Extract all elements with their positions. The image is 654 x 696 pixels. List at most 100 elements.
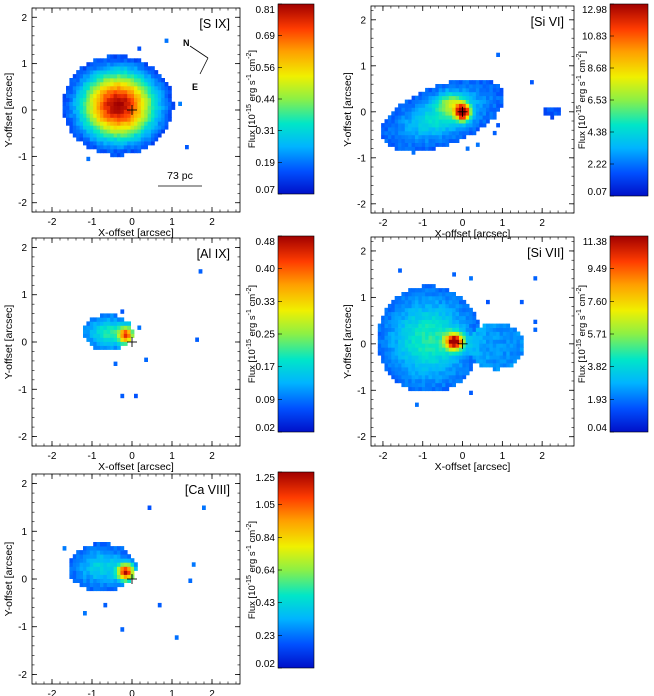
flux-pixel	[502, 355, 507, 360]
y-tick-label: 2	[360, 246, 366, 257]
flux-pixel	[140, 133, 145, 138]
flux-pixel	[431, 351, 436, 356]
flux-pixel	[79, 133, 84, 138]
flux-pixel	[445, 127, 450, 132]
flux-pixel	[411, 371, 416, 376]
flux-pixel	[442, 343, 446, 348]
flux-pixel	[411, 319, 416, 324]
flux-pixel	[103, 578, 108, 583]
flux-pixel	[394, 339, 399, 344]
flux-pixel	[496, 367, 500, 372]
flux-pixel	[462, 335, 467, 340]
flux-pixel	[127, 148, 131, 154]
flux-pixel	[103, 97, 108, 102]
flux-pixel	[106, 558, 111, 563]
x-tick-label: 0	[129, 689, 135, 696]
flux-pixel	[445, 374, 450, 380]
x-tick-label: -2	[48, 451, 57, 462]
flux-pixel	[127, 66, 131, 71]
flux-pixel	[475, 355, 480, 360]
flux-pixel	[502, 339, 507, 344]
flux-pixel	[164, 117, 169, 122]
flux-pixel	[448, 355, 453, 360]
flux-pixel	[377, 327, 382, 332]
flux-pixel	[431, 127, 436, 132]
flux-pixel	[448, 138, 453, 143]
flux-pixel	[113, 82, 118, 87]
flux-pixel	[106, 62, 111, 67]
flux-pixel	[462, 91, 467, 97]
flux-pixel	[117, 148, 121, 154]
flux-pixel	[452, 343, 456, 348]
flux-pixel	[435, 367, 440, 372]
flux-pixel	[100, 313, 104, 318]
flux-pixel	[425, 359, 429, 364]
flux-pixel	[459, 311, 463, 317]
flux-pixel	[103, 117, 108, 122]
flux-pixel	[411, 359, 416, 364]
flux-pixel	[455, 95, 460, 100]
flux-pixel	[421, 327, 426, 332]
flux-pixel	[469, 130, 473, 136]
flux-pixel	[404, 99, 409, 104]
flux-pixel	[89, 74, 94, 79]
flux-pixel	[117, 329, 121, 334]
flux-pixel	[459, 339, 463, 344]
flux-pixel	[431, 319, 436, 324]
flux-pixel	[486, 355, 490, 360]
flux-pixel	[435, 331, 440, 336]
flux-pixel	[455, 315, 460, 320]
flux-pixel	[475, 87, 480, 93]
flux-pixel	[489, 107, 494, 112]
flux-pixel	[408, 378, 412, 384]
flux-pixel	[113, 317, 118, 322]
colorbar-tick-label: 2.22	[588, 160, 608, 171]
flux-pixel	[93, 74, 97, 79]
flux-pixel	[100, 125, 104, 130]
flux-pixel	[415, 331, 419, 336]
flux-pixel	[394, 323, 399, 328]
flux-pixel	[120, 337, 125, 342]
flux-pixel	[120, 97, 125, 102]
flux-pixel	[459, 323, 463, 328]
flux-pixel	[103, 93, 108, 99]
flux-pixel	[96, 82, 101, 87]
flux-pixel	[103, 542, 108, 547]
flux-pixel	[106, 78, 111, 83]
flux-pixel	[96, 117, 101, 122]
flux-pixel	[431, 323, 436, 328]
flux-pixel	[421, 123, 426, 128]
flux-pixel	[384, 343, 389, 348]
flux-pixel	[76, 137, 80, 142]
flux-pixel	[144, 93, 148, 99]
flux-pixel	[462, 307, 467, 313]
flux-pixel	[130, 101, 135, 106]
flux-pixel	[79, 117, 84, 122]
flux-pixel	[398, 130, 402, 136]
flux-pixel	[418, 107, 423, 112]
flux-pixel	[421, 146, 426, 151]
flux-pixel	[455, 299, 460, 305]
flux-pixel	[157, 129, 162, 134]
flux-pixel	[492, 84, 497, 89]
flux-pixel	[418, 146, 423, 151]
flux-pixel	[415, 123, 419, 128]
flux-pixel	[103, 66, 108, 71]
flux-pixel	[120, 578, 125, 583]
flux-pixel	[445, 138, 450, 143]
flux-pixel	[435, 99, 440, 104]
flux-pixel	[492, 363, 497, 368]
flux-pixel	[134, 117, 138, 122]
flux-pixel	[452, 84, 456, 89]
colorbar-label-part: cm	[247, 294, 258, 309]
flux-pixel	[103, 148, 108, 154]
flux-pixel	[404, 138, 409, 143]
flux-pixel	[472, 107, 477, 112]
flux-pixel	[502, 347, 507, 352]
flux-pixel	[435, 107, 440, 112]
flux-pixel	[106, 554, 111, 559]
flux-pixel	[110, 313, 114, 318]
flux-pixel	[174, 635, 179, 640]
flux-pixel	[431, 311, 436, 317]
flux-pixel	[408, 367, 412, 372]
